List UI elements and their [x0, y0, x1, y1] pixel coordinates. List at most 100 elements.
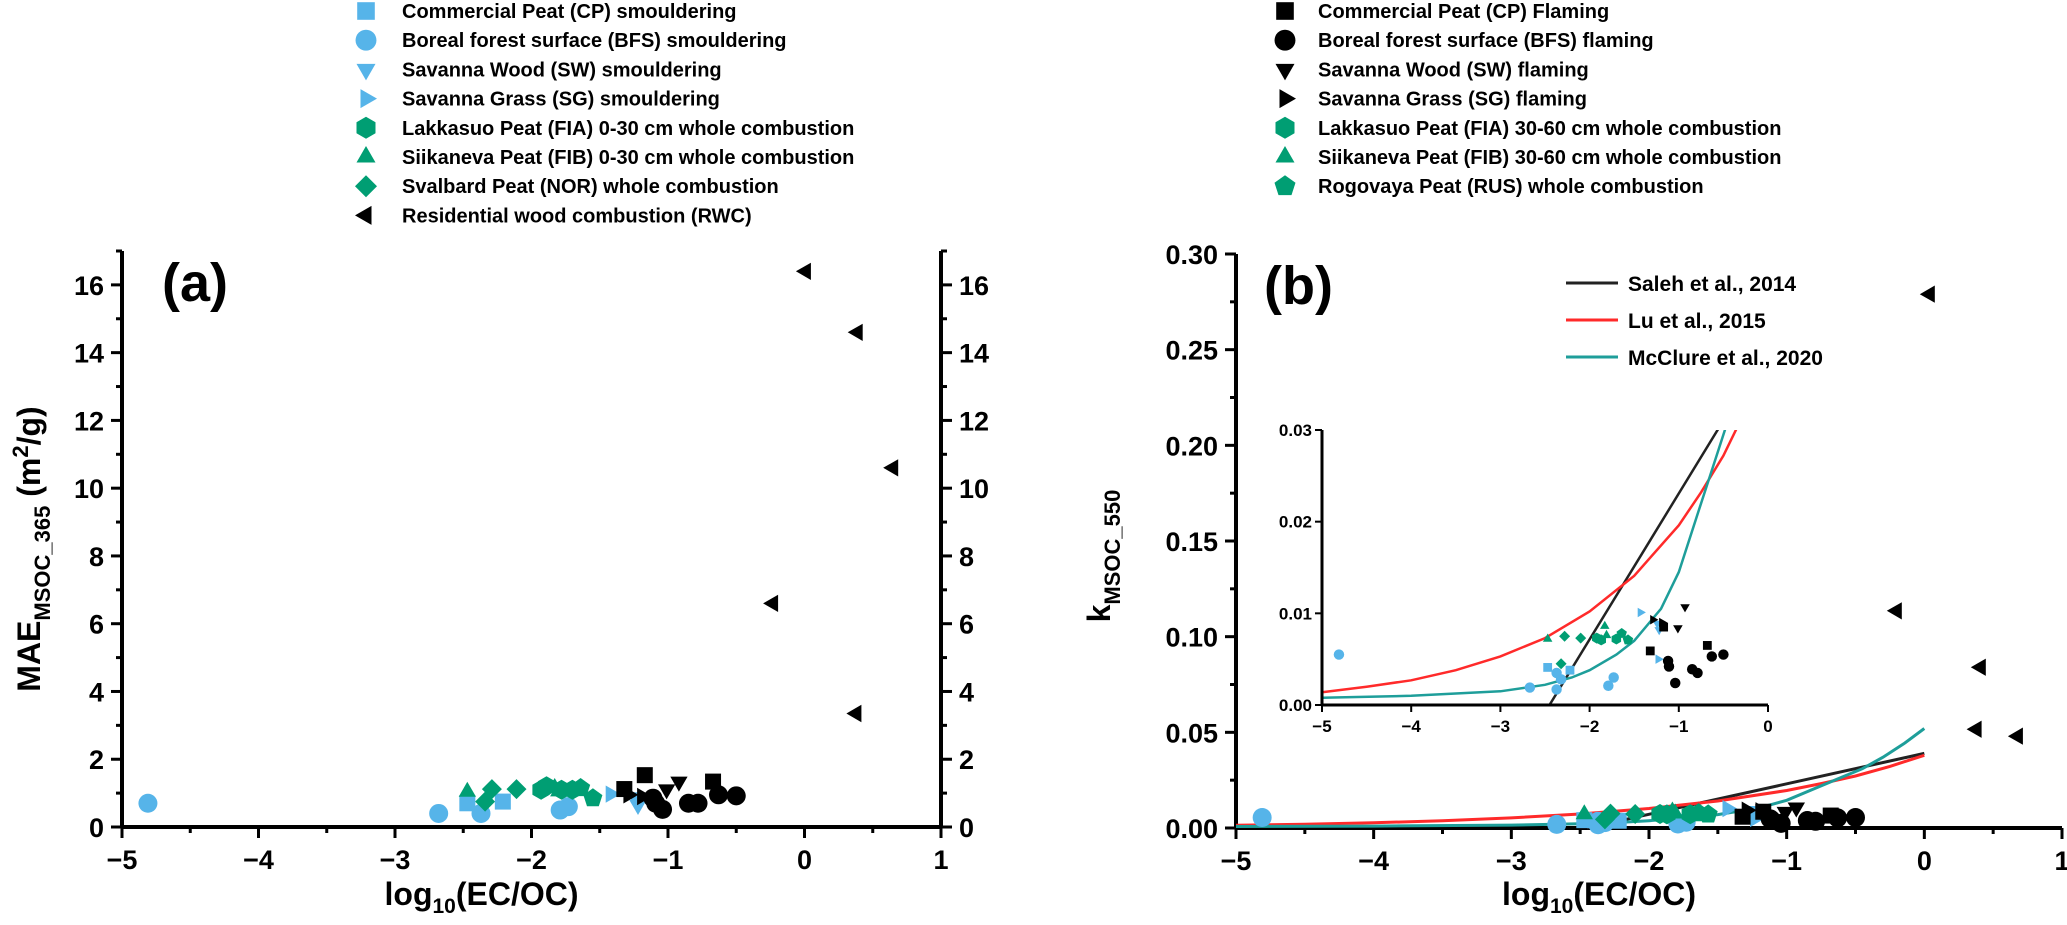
hexagon-marker-icon: [1275, 116, 1295, 139]
y-axis-title: MAEMSOC_365 (m2/g): [8, 406, 55, 691]
inset-model-line: [1322, 430, 1727, 699]
y-tick-label: 0: [89, 813, 104, 843]
data-point: [583, 788, 603, 807]
x-tick-label: −5: [1221, 846, 1252, 876]
inset-data-point: [1600, 620, 1610, 629]
inset-data-point: [1616, 628, 1627, 638]
inset-data-point: [1333, 649, 1345, 660]
y-tick-label-right: 10: [959, 474, 989, 504]
data-point: [1741, 801, 1757, 819]
legend-entry: Siikaneva Peat (FIB) 30-60 cm whole comb…: [1318, 147, 1781, 169]
down-marker-icon: [1275, 63, 1295, 81]
data-point: [1547, 814, 1567, 834]
up-marker-icon: [1275, 146, 1295, 163]
data-point: [629, 800, 647, 815]
data-point: [637, 787, 653, 806]
model-line: [1235, 753, 1925, 827]
data-point: [1755, 802, 1771, 820]
y-tick-label: 6: [89, 610, 104, 640]
inset-data-point: [1542, 633, 1553, 642]
data-point: [846, 704, 862, 723]
data-point: [1600, 803, 1621, 824]
data-point: [2007, 727, 2023, 745]
y-tick-label: 0.00: [1165, 814, 1218, 844]
inset-data-point: [1706, 651, 1718, 662]
data-point: [1698, 804, 1718, 823]
inset-data-point: [1702, 641, 1712, 650]
data-point: [1666, 803, 1684, 819]
left-marker-icon: [355, 205, 372, 225]
inset-lines: [1322, 430, 1738, 705]
y-tick-label: 0.25: [1165, 336, 1218, 366]
data-point: [1886, 602, 1902, 620]
data-point: [847, 323, 863, 341]
panel-b-inset: −5 −4 −3 −2 −1 0 0.00 0.01 0.02 0.03: [1279, 421, 1773, 736]
square-marker-icon: [1276, 2, 1294, 20]
y-tick-label-right: 6: [959, 610, 974, 640]
data-point: [1919, 285, 1935, 303]
legend-entry: Svalbard Peat (NOR) whole combustion: [402, 176, 779, 198]
data-point: [653, 799, 673, 819]
y-tick-label: 2: [89, 745, 104, 775]
y-tick-label: 14: [74, 339, 104, 369]
data-point: [670, 776, 688, 792]
y-tick-label-right: 16: [959, 271, 989, 301]
inset-data-point: [1551, 684, 1562, 695]
x-tick-label: 1: [933, 845, 948, 875]
inset-data-point: [1555, 674, 1567, 685]
x-axis-title: log10(EC/OC): [385, 876, 579, 918]
data-point: [1787, 802, 1805, 818]
data-point: [726, 786, 746, 806]
line-legend-entry: McClure et al., 2020: [1628, 347, 1823, 370]
inset-data-point: [1622, 634, 1634, 645]
panel-b-k-plot: −5 −4 −3 −2 −1 0 1 0.00 0.05 0.10 0.15 0.20 0.25 0.30…: [1081, 240, 2067, 918]
inset-data-point: [1718, 649, 1729, 660]
square-marker-icon: [357, 2, 375, 20]
inset-data-point: [1555, 658, 1567, 670]
data-point: [658, 784, 676, 800]
inset-x-tick-label: −2: [1580, 717, 1599, 736]
data-point: [1575, 804, 1593, 820]
data-point: [709, 785, 729, 805]
circle-marker-icon: [355, 29, 377, 51]
x-axis-title-main: log: [385, 876, 433, 912]
x-tick-label: 0: [797, 845, 812, 875]
x-tick-label: 1: [2054, 846, 2067, 876]
y-axis-title-sub: MSOC_365: [30, 506, 55, 621]
y-tick-label-right: 4: [959, 677, 974, 707]
legend-entry: Savanna Grass (SG) flaming: [1318, 89, 1587, 111]
data-point: [429, 803, 449, 823]
data-point: [605, 785, 621, 803]
inset-data-point: [1603, 680, 1614, 691]
inset-y-tick-label: 0.03: [1279, 421, 1312, 440]
data-point: [1252, 807, 1272, 827]
y-tick-label: 8: [89, 542, 104, 572]
up-marker-icon: [356, 146, 376, 163]
legend-entry: Lakkasuo Peat (FIA) 0-30 cm whole combus…: [402, 118, 854, 140]
inset-data-point: [1575, 632, 1587, 644]
data-point: [1828, 808, 1848, 828]
hexagon-marker-icon: [356, 116, 376, 139]
inset-x-tick-label: −3: [1491, 717, 1510, 736]
data-point: [494, 793, 511, 810]
x-tick-label: −1: [653, 845, 684, 875]
x-axis-title-sub: 10: [432, 895, 455, 918]
x-axis-title-sub: 10: [1550, 895, 1573, 918]
down-marker-icon: [356, 63, 376, 81]
inset-x-tick-label: −5: [1312, 717, 1331, 736]
x-tick-label: −4: [1358, 846, 1389, 876]
y-tick-label-right: 0: [959, 813, 974, 843]
data-point: [1806, 811, 1826, 831]
circle-marker-icon: [1274, 29, 1296, 51]
inset-x-tick-label: 0: [1763, 717, 1772, 736]
data-point: [1722, 800, 1738, 818]
data-point: [623, 786, 639, 804]
y-tick-label-right: 2: [959, 745, 974, 775]
inset-y-tick-label: 0.00: [1279, 696, 1312, 715]
y-axis-title-main: k: [1081, 604, 1117, 622]
line-legend-entry: Saleh et al., 2014: [1628, 273, 1796, 296]
diamond-marker-icon: [355, 175, 377, 198]
data-point: [506, 779, 527, 800]
data-point: [571, 778, 591, 797]
